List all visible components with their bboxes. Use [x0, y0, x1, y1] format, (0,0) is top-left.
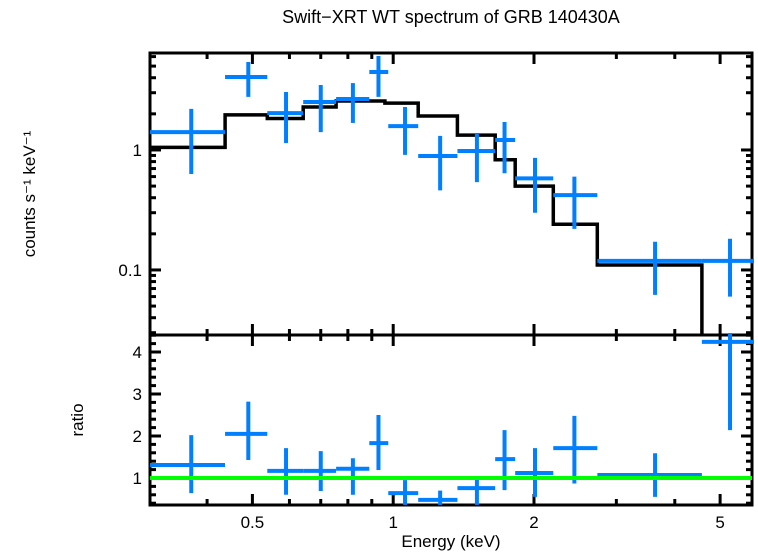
svg-text:5: 5	[715, 513, 724, 532]
svg-text:0.5: 0.5	[241, 513, 265, 532]
x-axis-label: Energy (keV)	[401, 532, 501, 551]
axis-ticks	[150, 53, 752, 505]
svg-text:2: 2	[133, 427, 142, 446]
svg-text:4: 4	[133, 343, 142, 362]
svg-text:0.1: 0.1	[118, 261, 142, 280]
chart-title: Swift−XRT WT spectrum of GRB 140430A	[282, 7, 620, 27]
tick-labels: 0.5 1 2 5 0.1 1 1 2 3 4	[118, 141, 724, 532]
spectrum-data-points	[150, 56, 754, 297]
svg-text:1: 1	[133, 469, 142, 488]
axis-frame	[148, 51, 754, 507]
model-line	[150, 99, 704, 335]
svg-text:3: 3	[133, 385, 142, 404]
svg-text:2: 2	[529, 513, 538, 532]
svg-text:1: 1	[133, 141, 142, 160]
svg-text:1: 1	[388, 513, 397, 532]
ratio-data-points	[150, 333, 754, 505]
